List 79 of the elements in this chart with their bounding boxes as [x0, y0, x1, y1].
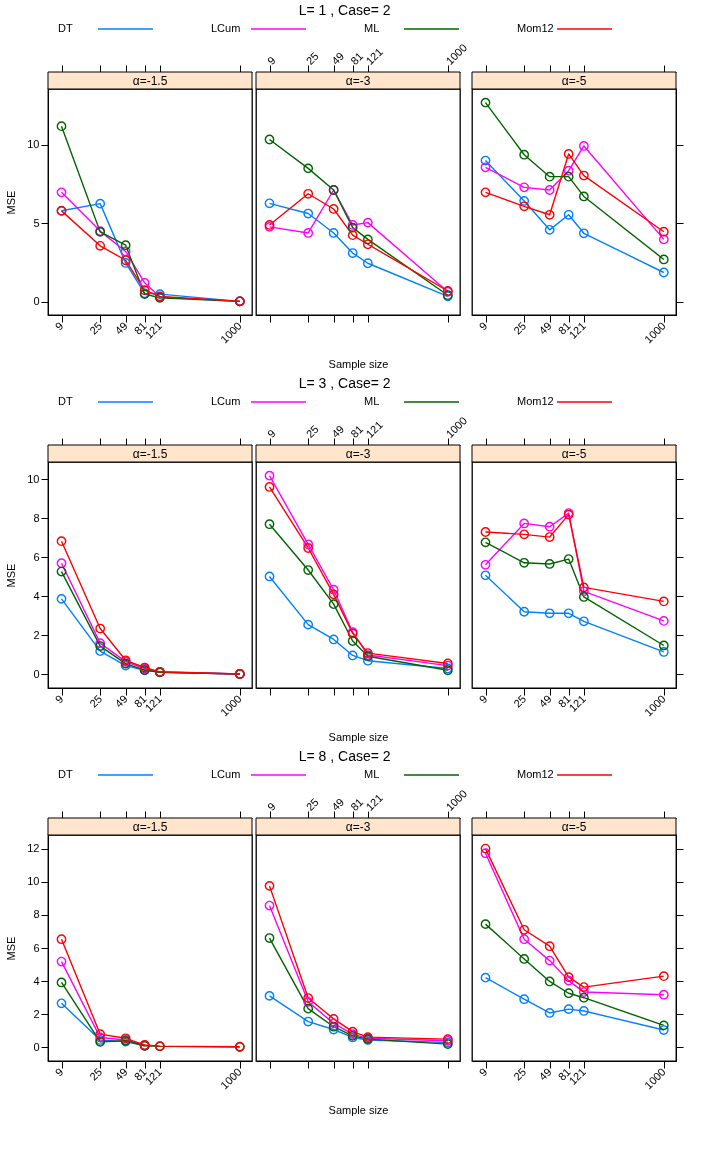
x-tick-label: 121 — [363, 418, 385, 441]
x-tick-label: 49 — [112, 692, 130, 710]
x-tick-label: 9 — [476, 1065, 490, 1079]
chart-title: α=-5 — [561, 73, 587, 88]
y-tick-label: 6 — [33, 550, 40, 563]
y-tick-label: 10 — [27, 138, 40, 151]
x-tick-label: 49 — [536, 1065, 554, 1083]
y-tick-label: 6 — [33, 941, 40, 954]
y-tick-label: 4 — [33, 974, 40, 987]
x-tick-label: 49 — [112, 1065, 130, 1083]
chart-title: α=-5 — [561, 819, 587, 834]
y-tick-label: 2 — [33, 628, 40, 641]
y-tick-label: 10 — [27, 875, 40, 888]
y-axis-title: MSE — [5, 190, 18, 215]
legend-label: LCum — [211, 22, 241, 34]
y-tick-label: 0 — [33, 295, 40, 308]
text: L= 8 , Case= 2 — [298, 748, 391, 764]
chart-title: α=-1.5 — [132, 73, 168, 88]
chart-title: α=-3 — [345, 446, 371, 461]
y-tick-label: 8 — [33, 511, 40, 524]
x-tick-label: 25 — [511, 692, 529, 710]
y-tick-label: 5 — [33, 216, 40, 229]
legend-label: Mom12 — [517, 395, 554, 407]
x-tick-label: 25 — [87, 692, 105, 710]
chart-title: α=-5 — [561, 446, 587, 461]
chart-title: α=-3 — [345, 819, 371, 834]
legend-label: LCum — [211, 395, 241, 407]
x-tick-label: 49 — [329, 422, 347, 441]
x-tick-label: 49 — [112, 319, 130, 337]
x-tick-label: 25 — [87, 1065, 105, 1083]
legend-label: ML — [364, 395, 380, 407]
x-tick-label: 25 — [303, 422, 321, 441]
x-tick-label: 9 — [52, 319, 66, 333]
x-tick-label: 81 — [348, 422, 366, 441]
x-tick-label: 25 — [303, 49, 321, 68]
y-tick-label: 12 — [27, 842, 40, 855]
y-tick-label: 0 — [33, 667, 40, 680]
legend-label: ML — [364, 22, 380, 34]
legend-label: DT — [58, 768, 73, 780]
legend-label: ML — [364, 768, 380, 780]
x-tick-label: 25 — [87, 319, 105, 337]
x-tick-label: 49 — [536, 692, 554, 710]
y-tick-label: 2 — [33, 1007, 40, 1020]
x-tick-label: 81 — [348, 49, 366, 68]
text: L= 1 , Case= 2 — [298, 2, 391, 18]
x-tick-label: 25 — [303, 795, 321, 814]
text: L= 3 , Case= 2 — [298, 375, 391, 391]
legend-label: DT — [58, 395, 73, 407]
x-tick-label: 9 — [265, 54, 278, 68]
x-axis-title: Sample size — [328, 1104, 389, 1116]
x-tick-label: 25 — [511, 319, 529, 337]
y-tick-label: 8 — [33, 908, 40, 921]
x-tick-label: 121 — [363, 45, 385, 68]
y-tick-label: 4 — [33, 589, 40, 602]
x-tick-label: 49 — [329, 49, 347, 68]
y-axis-title: MSE — [5, 936, 18, 961]
chart-title: α=-1.5 — [132, 446, 168, 461]
x-tick-label: 9 — [476, 319, 490, 333]
y-tick-label: 10 — [27, 472, 40, 485]
chart-title: α=-1.5 — [132, 819, 168, 834]
legend-label: DT — [58, 22, 73, 34]
x-tick-label: 49 — [536, 319, 554, 337]
legend-label: Mom12 — [517, 22, 554, 34]
legend-label: LCum — [211, 768, 241, 780]
x-tick-label: 81 — [348, 795, 366, 814]
legend-label: Mom12 — [517, 768, 554, 780]
chart-title: α=-3 — [345, 73, 371, 88]
x-axis-title: Sample size — [328, 358, 389, 370]
x-tick-label: 49 — [329, 795, 347, 814]
x-tick-label: 121 — [363, 791, 385, 814]
y-tick-label: 0 — [33, 1040, 40, 1053]
x-tick-label: 9 — [52, 1065, 66, 1079]
x-tick-label: 9 — [265, 427, 278, 441]
y-axis-title: MSE — [5, 563, 18, 588]
x-tick-label: 25 — [511, 1065, 529, 1083]
x-axis-title: Sample size — [328, 731, 389, 743]
x-tick-label: 9 — [52, 692, 66, 706]
x-tick-label: 9 — [265, 800, 278, 814]
x-tick-label: 9 — [476, 692, 490, 706]
